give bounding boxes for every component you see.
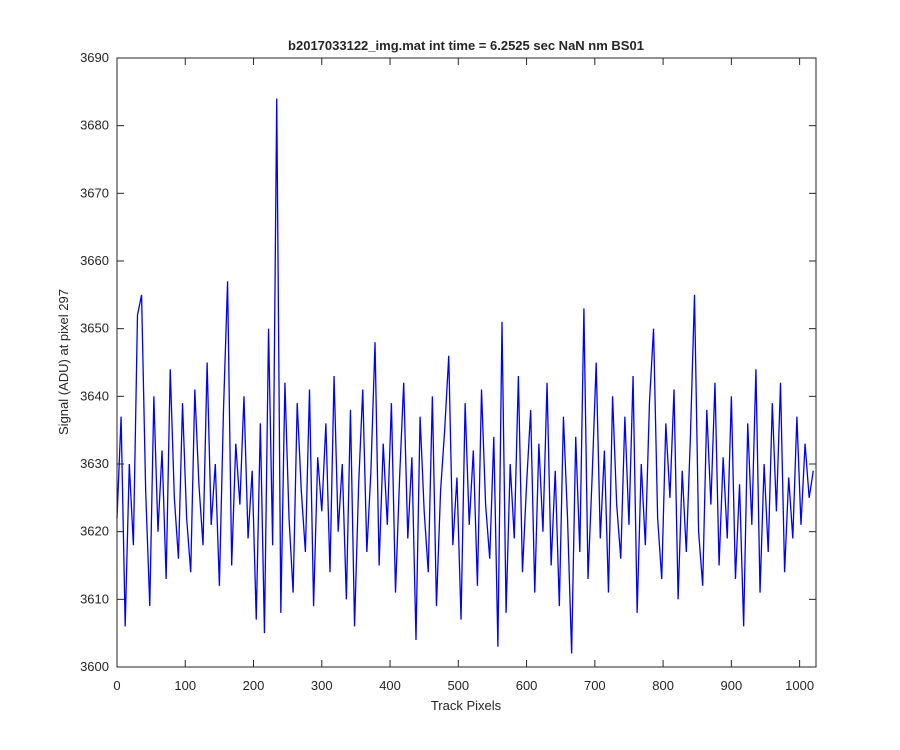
x-tick-label: 600 [516, 678, 538, 693]
x-tick-label: 400 [379, 678, 401, 693]
y-tick-label: 3680 [80, 118, 109, 133]
x-tick-label: 0 [113, 678, 120, 693]
y-tick-label: 3640 [80, 388, 109, 403]
y-tick-label: 3610 [80, 591, 109, 606]
chart-title: b2017033122_img.mat int time = 6.2525 se… [288, 38, 644, 53]
x-axis-label: Track Pixels [431, 698, 502, 713]
y-tick-label: 3600 [80, 659, 109, 674]
x-tick-label: 200 [243, 678, 265, 693]
x-tick-label: 700 [584, 678, 606, 693]
y-tick-label: 3630 [80, 456, 109, 471]
y-axis-label: Signal (ADU) at pixel 297 [56, 289, 71, 435]
x-tick-label: 100 [174, 678, 196, 693]
y-tick-label: 3660 [80, 253, 109, 268]
x-tick-label: 300 [311, 678, 333, 693]
x-tick-label: 500 [447, 678, 469, 693]
y-tick-label: 3650 [80, 321, 109, 336]
y-tick-label: 3690 [80, 50, 109, 65]
x-tick-label: 1000 [785, 678, 814, 693]
plot-frame [116, 57, 817, 668]
y-tick-label: 3670 [80, 185, 109, 200]
data-line [116, 98, 814, 654]
y-tick-label: 3620 [80, 524, 109, 539]
x-tick-label: 900 [721, 678, 743, 693]
x-tick-label: 800 [652, 678, 674, 693]
